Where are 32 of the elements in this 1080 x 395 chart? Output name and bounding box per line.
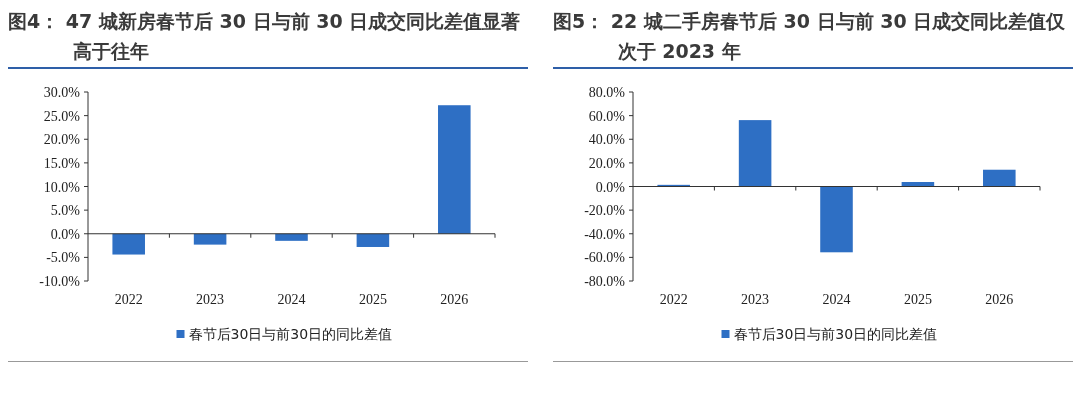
- y-tick-label: -80.0%: [584, 274, 626, 289]
- legend-label: 春节后30日与前30日的同比差值: [733, 326, 938, 342]
- y-tick-label: -60.0%: [584, 250, 626, 266]
- y-tick-label: 0.0%: [595, 179, 626, 195]
- legend-label: 春节后30日与前30日的同比差值: [188, 326, 393, 342]
- y-tick-label: 30.0%: [43, 85, 81, 100]
- chart-title: 图4： 47 城新房春节后 30 日与前 30 日成交同比差值显著高于往年: [8, 9, 522, 64]
- y-tick-label: 60.0%: [588, 108, 626, 124]
- y-tick-label: 15.0%: [43, 155, 81, 171]
- y-tick-label: 0.0%: [50, 226, 81, 242]
- y-tick-label: -40.0%: [584, 226, 626, 242]
- x-tick-label: 2022: [659, 292, 688, 307]
- y-tick-label: 20.0%: [588, 155, 626, 171]
- x-tick-label: 2024: [277, 292, 306, 307]
- y-tick-label: 5.0%: [50, 203, 81, 219]
- x-tick-label: 2022: [114, 292, 143, 307]
- x-tick-label: 2024: [822, 292, 851, 307]
- y-tick-label: 10.0%: [43, 179, 81, 195]
- x-tick-label: 2023: [196, 292, 225, 307]
- x-tick-label: 2025: [358, 292, 387, 307]
- x-tick-label: 2025: [903, 292, 932, 307]
- y-tick-label: -5.0%: [46, 250, 81, 266]
- chart-title: 图5： 22 城二手房春节后 30 日与前 30 日成交同比差值仅次于 2023 年: [553, 9, 1067, 64]
- y-tick-label: 25.0%: [43, 108, 81, 124]
- y-tick-label: -10.0%: [39, 274, 81, 289]
- x-tick-label: 2026: [440, 292, 469, 307]
- x-tick-label: 2023: [741, 292, 770, 307]
- y-tick-label: -20.0%: [584, 203, 626, 219]
- y-tick-label: 20.0%: [43, 132, 81, 148]
- y-tick-label: 80.0%: [588, 85, 626, 100]
- y-tick-label: 40.0%: [588, 132, 626, 148]
- x-tick-label: 2026: [985, 292, 1014, 307]
